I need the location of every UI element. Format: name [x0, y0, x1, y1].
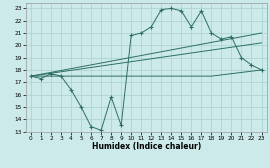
X-axis label: Humidex (Indice chaleur): Humidex (Indice chaleur)	[92, 142, 201, 151]
